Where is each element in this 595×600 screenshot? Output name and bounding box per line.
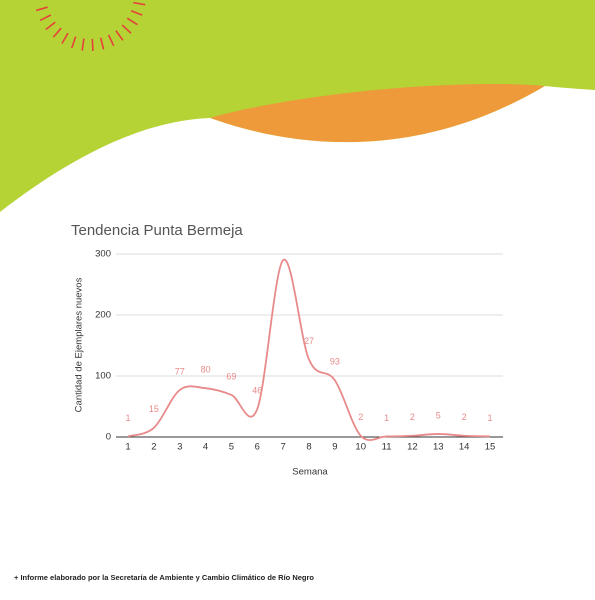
y-tick-label: 200 (95, 310, 111, 321)
data-label: 2 (462, 412, 467, 422)
x-tick-label: 13 (433, 442, 444, 453)
x-tick-label: 14 (459, 442, 470, 453)
data-label: 15 (149, 404, 159, 414)
x-tick-label: 6 (255, 442, 260, 453)
sun-dash (39, 14, 52, 22)
x-tick-label: 12 (407, 442, 418, 453)
sun-dash (126, 17, 138, 26)
sun-dash (61, 32, 69, 44)
x-tick-label: 4 (203, 442, 208, 453)
x-tick-label: 1 (125, 442, 130, 453)
sun-dash (130, 10, 143, 16)
sun-dash (121, 24, 132, 34)
sun-dash (99, 37, 105, 50)
data-label: 2 (410, 412, 415, 422)
data-label: 1 (384, 413, 389, 423)
data-label: 1 (125, 413, 130, 423)
sun-dash (45, 21, 56, 31)
sun-dash (91, 38, 94, 51)
y-tick-label: 0 (106, 432, 111, 443)
data-label: 46 (252, 385, 262, 395)
sun-dash (35, 6, 48, 12)
data-label: 80 (201, 365, 211, 375)
data-label: 5 (436, 410, 441, 420)
orange-shape (210, 83, 545, 143)
y-tick-label: 300 (95, 249, 111, 260)
sun-dash (115, 30, 124, 41)
sun-dashes (35, 1, 146, 51)
x-tick-label: 10 (355, 442, 366, 453)
footer-note: + Informe elaborado por la Secretaría de… (14, 573, 314, 582)
sun-dash (133, 1, 146, 6)
sun-dash (81, 38, 85, 51)
x-tick-label: 15 (485, 442, 496, 453)
sun-dash (71, 36, 77, 49)
x-tick-label: 7 (280, 442, 285, 453)
x-tick-label: 11 (382, 442, 392, 453)
data-label: 93 (330, 357, 340, 367)
y-tick-label: 100 (95, 371, 111, 382)
data-label: 1 (487, 413, 492, 423)
x-axis-label: Semana (292, 467, 328, 478)
sun-dash (107, 34, 115, 47)
data-label: 27 (304, 336, 314, 346)
x-tick-label: 9 (332, 442, 337, 453)
x-tick-label: 3 (177, 442, 182, 453)
white-curve (0, 86, 595, 600)
y-axis-label: Cantidad de Ejemplares nuevos (74, 277, 85, 412)
data-label: 69 (226, 371, 236, 381)
series-line (127, 259, 491, 441)
x-tick-label: 8 (306, 442, 311, 453)
x-tick-label: 5 (229, 442, 234, 453)
data-label: 2 (358, 412, 363, 422)
data-label: 77 (175, 366, 185, 376)
sun-dash (52, 27, 62, 38)
chart-title: Tendencia Punta Bermeja (71, 222, 243, 239)
x-tick-label: 2 (151, 442, 156, 453)
